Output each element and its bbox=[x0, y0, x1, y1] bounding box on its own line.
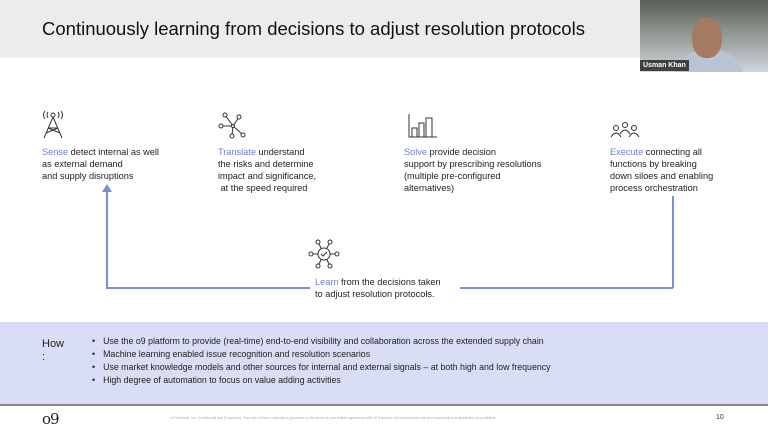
step-solve: Solve provide decision support by prescri… bbox=[404, 146, 541, 194]
step-text: and supply disruptions bbox=[42, 171, 134, 181]
connector-line bbox=[672, 196, 674, 288]
participant-name: Usman Khan bbox=[640, 60, 689, 71]
network-nodes-icon bbox=[218, 112, 246, 139]
participant-body bbox=[674, 50, 744, 72]
how-label: How : bbox=[42, 338, 65, 363]
how-panel: How : Use the o9 platform to provide (re… bbox=[0, 322, 768, 406]
step-keyword: Execute bbox=[610, 147, 644, 157]
step-text: process orchestration bbox=[610, 183, 698, 193]
step-text: alternatives) bbox=[404, 183, 455, 193]
step-keyword: Solve bbox=[404, 147, 427, 157]
step-text: the risks and determine bbox=[218, 159, 314, 169]
slide-title: Continuously learning from decisions to … bbox=[42, 18, 585, 39]
footer-disclaimer: o9 Solutions, Inc. Confidential and Prop… bbox=[170, 416, 497, 420]
connector-line bbox=[106, 190, 108, 288]
hub-check-icon bbox=[308, 239, 340, 269]
participant-video[interactable]: Usman Khan bbox=[640, 0, 768, 72]
step-execute: Execute connecting all functions by break… bbox=[610, 146, 713, 194]
step-text: to adjust resolution protocols. bbox=[315, 289, 435, 299]
people-group-icon bbox=[610, 122, 640, 138]
step-text: from the decisions taken bbox=[338, 277, 441, 287]
list-item: Use the o9 platform to provide (real-tim… bbox=[92, 335, 551, 348]
step-learn: Learn from the decisions taken to adjust … bbox=[315, 276, 441, 300]
step-text: connecting all bbox=[643, 147, 702, 157]
page-number: 10 bbox=[716, 414, 724, 421]
bar-chart-icon bbox=[408, 114, 437, 138]
step-text: functions by breaking bbox=[610, 159, 697, 169]
step-text: down siloes and enabling bbox=[610, 171, 714, 181]
list-item: High degree of automation to focus on va… bbox=[92, 374, 551, 387]
step-text: as external demand bbox=[42, 159, 123, 169]
step-text: understand bbox=[255, 147, 305, 157]
step-text: (multiple pre-configured bbox=[404, 171, 501, 181]
step-keyword: Learn bbox=[315, 277, 339, 287]
o9-logo: o9 bbox=[42, 410, 60, 428]
list-item: Machine learning enabled issue recogniti… bbox=[92, 348, 551, 361]
connector-line bbox=[106, 287, 310, 289]
antenna-tower-icon bbox=[43, 110, 63, 139]
step-keyword: Sense bbox=[42, 147, 69, 157]
step-text: impact and significance, bbox=[218, 171, 317, 181]
step-text: support by prescribing resolutions bbox=[404, 159, 542, 169]
arrow-up-icon bbox=[102, 184, 112, 192]
list-item: Use market knowledge models and other so… bbox=[92, 361, 550, 374]
step-translate: Translate understand the risks and determ… bbox=[218, 146, 316, 194]
step-sense: Sense detect internal as well as external… bbox=[42, 146, 159, 182]
participant-head bbox=[692, 18, 722, 58]
step-keyword: Translate bbox=[218, 147, 256, 157]
step-text: at the speed required bbox=[218, 183, 308, 193]
step-text: detect internal as well bbox=[68, 147, 159, 157]
step-text: provide decision bbox=[426, 147, 496, 157]
connector-line bbox=[460, 287, 673, 289]
how-list: Use the o9 platform to provide (real-tim… bbox=[92, 335, 551, 387]
